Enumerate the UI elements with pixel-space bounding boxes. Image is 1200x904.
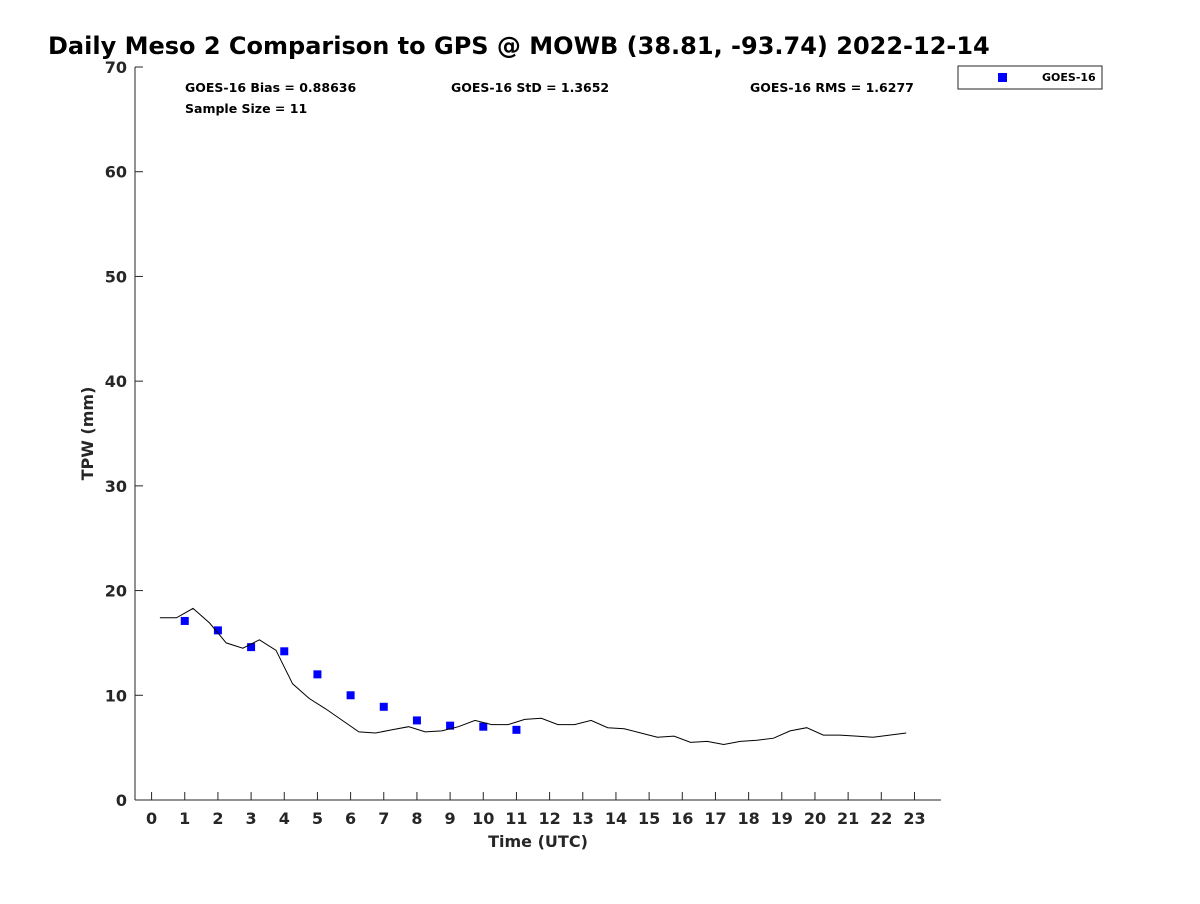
x-tick-label: 13: [572, 809, 594, 828]
goes16-data-point: [412, 716, 421, 725]
x-tick-label: 7: [378, 809, 389, 828]
x-tick-label: 21: [837, 809, 859, 828]
x-tick-label: 16: [671, 809, 693, 828]
x-axis-ticks: 0 1 2 3 4 5 6 7 8 9 10 11 12 13 14 15 16 17 18 19 20 21 22 23: [146, 792, 926, 828]
x-tick-label: 1: [179, 809, 190, 828]
y-tick-label: 60: [105, 163, 127, 182]
std-annotation: GOES-16 StD = 1.3652: [451, 80, 609, 95]
goes16-data-point: [213, 626, 222, 635]
bias-annotation: GOES-16 Bias = 0.88636: [185, 80, 356, 95]
gps-tpw-line: [159, 607, 907, 746]
goes16-data-point: [180, 616, 189, 625]
y-axis-label: TPW (mm): [78, 387, 97, 481]
x-tick-label: 19: [771, 809, 793, 828]
y-tick-label: 20: [105, 582, 127, 601]
series-layer: [159, 607, 907, 746]
goes16-data-point: [379, 702, 388, 711]
goes16-data-point: [479, 722, 488, 731]
x-tick-label: 15: [638, 809, 660, 828]
legend-label-goes16: GOES-16: [1042, 71, 1096, 84]
y-tick-label: 70: [105, 58, 127, 77]
rms-annotation: GOES-16 RMS = 1.6277: [750, 80, 914, 95]
x-tick-label: 17: [704, 809, 726, 828]
x-tick-label: 14: [605, 809, 627, 828]
goes16-data-point: [280, 647, 289, 656]
goes16-data-point: [313, 670, 322, 679]
x-tick-label: 11: [505, 809, 527, 828]
goes16-data-point: [446, 721, 455, 730]
plot-area: 0 1 2 3 4 5 6 7 8 9 10 11 12 13 14 15 16 17 18 19 20 21 22 23 0…: [105, 58, 941, 828]
x-tick-label: 3: [246, 809, 257, 828]
x-tick-label: 4: [279, 809, 290, 828]
y-axis-ticks: 0 10 20 30 40 50 60 70: [105, 58, 143, 810]
axes-background: [135, 67, 941, 800]
goes16-data-point: [346, 691, 355, 700]
stats-annotations: GOES-16 Bias = 0.88636 GOES-16 StD = 1.3…: [185, 80, 914, 116]
x-tick-label: 2: [212, 809, 223, 828]
x-tick-label: 12: [538, 809, 560, 828]
chart-title: Daily Meso 2 Comparison to GPS @ MOWB (3…: [48, 32, 990, 60]
y-tick-label: 50: [105, 267, 127, 286]
x-tick-label: 0: [146, 809, 157, 828]
x-tick-label: 8: [411, 809, 422, 828]
x-tick-label: 9: [445, 809, 456, 828]
x-tick-label: 10: [472, 809, 494, 828]
x-tick-label: 18: [737, 809, 759, 828]
x-tick-label: 5: [312, 809, 323, 828]
x-tick-label: 22: [870, 809, 892, 828]
x-axis-label: Time (UTC): [488, 832, 588, 851]
x-tick-label: 6: [345, 809, 356, 828]
x-tick-label: 20: [804, 809, 826, 828]
legend-marker-goes16: [998, 73, 1007, 82]
y-tick-label: 40: [105, 372, 127, 391]
y-tick-label: 10: [105, 686, 127, 705]
goes16-data-point: [247, 643, 256, 652]
y-tick-label: 0: [116, 791, 127, 810]
goes16-data-point: [512, 725, 521, 734]
y-tick-label: 30: [105, 477, 127, 496]
legend: GOES-16: [957, 65, 1103, 90]
x-tick-label: 23: [903, 809, 925, 828]
sample-size-annotation: Sample Size = 11: [185, 101, 307, 116]
legend-box: [957, 65, 1103, 90]
